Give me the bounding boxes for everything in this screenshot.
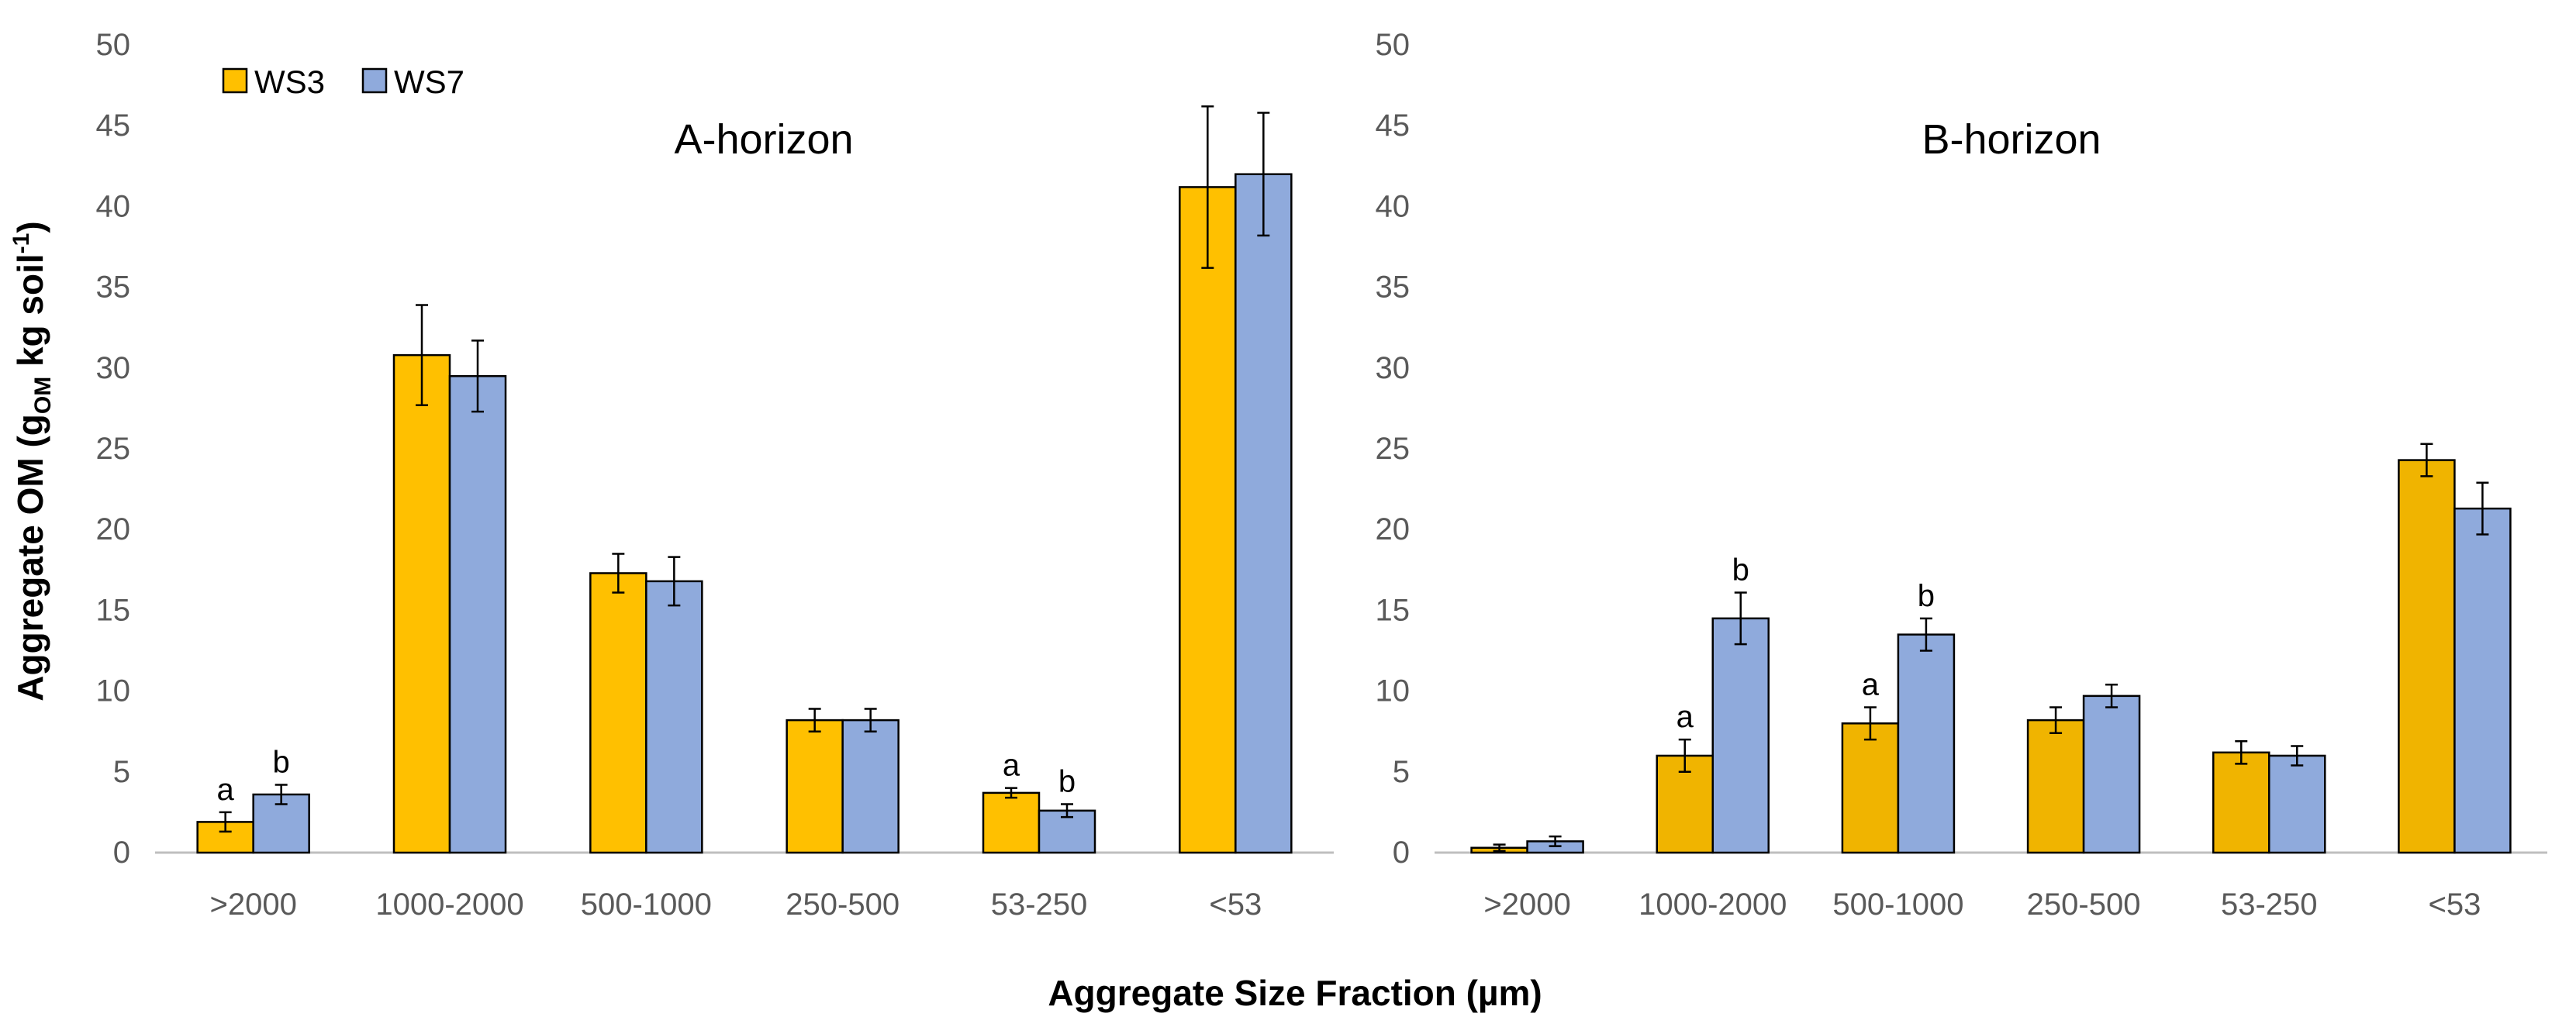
x-tick-label: 500-1000: [1832, 888, 1963, 922]
y-tick-label: 35: [1376, 271, 1411, 305]
bar-ws3: [1179, 186, 1237, 854]
significance-letter: b: [1732, 553, 1749, 587]
y-axis-label: Aggregate OM (gOM kg soil-1): [9, 221, 56, 701]
x-tick-label: 250-500: [786, 888, 900, 922]
y-tick-label: 40: [1376, 189, 1411, 223]
bar-ws3: [2026, 719, 2085, 854]
significance-letter: b: [273, 745, 290, 779]
x-tick-label: 500-1000: [581, 888, 712, 922]
y-tick-label: 40: [96, 189, 131, 223]
y-tick-label: 20: [1376, 512, 1411, 546]
significance-letter: a: [1676, 700, 1694, 734]
y-tick-label: 15: [1376, 593, 1411, 627]
y-axis-label-rest: kg soil: [10, 253, 50, 376]
legend-label-ws3: WS3: [254, 64, 325, 100]
significance-letter: a: [1862, 667, 1880, 701]
legend-swatch-ws7: [361, 67, 388, 94]
legend: WS3 WS7: [222, 64, 464, 100]
bar-ws7: [1234, 173, 1293, 854]
y-axis-label-subscript: OM: [30, 377, 56, 414]
y-tick-label: 0: [113, 836, 130, 870]
y-tick-label: 10: [1376, 674, 1411, 708]
legend-swatch-ws3: [222, 67, 248, 94]
y-axis-label-close: ): [10, 221, 50, 233]
bar-ws3: [1841, 722, 1900, 854]
y-tick-label: 50: [1376, 28, 1411, 62]
x-tick-label: 53-250: [2221, 888, 2318, 922]
legend-label-ws7: WS7: [394, 64, 464, 100]
bar-ws7: [645, 580, 703, 854]
significance-letter: b: [1918, 579, 1935, 613]
bar-ws3: [392, 353, 451, 854]
bar-ws3: [982, 791, 1041, 854]
y-tick-label: 10: [96, 674, 131, 708]
y-tick-label: 15: [96, 593, 131, 627]
bar-ws7: [2082, 695, 2141, 854]
chart-panel-2: 0 5 10 15 20 25 30 35 40 45 50 B-horizon >2000 1000-2…: [1376, 28, 2547, 922]
chart-title: B-horizon: [1922, 116, 2101, 163]
x-tick-label: <53: [1209, 888, 1262, 922]
y-tick-label: 35: [96, 271, 131, 305]
x-axis-label: Aggregate Size Fraction (µm): [1048, 973, 1542, 1013]
x-tick-label: 250-500: [2027, 888, 2141, 922]
y-axis-label-superscript: -1: [9, 233, 34, 254]
x-tick-label: 1000-2000: [375, 888, 523, 922]
y-tick-label: 45: [1376, 109, 1411, 143]
bar-ws7: [2453, 507, 2512, 854]
y-tick-label: 25: [1376, 432, 1411, 466]
bar-ws3: [786, 719, 844, 854]
significance-letter: a: [1003, 749, 1020, 783]
bar-ws7: [448, 374, 507, 854]
x-tick-label: 1000-2000: [1638, 888, 1787, 922]
y-axis-label-main: Aggregate OM (g: [10, 414, 50, 701]
y-tick-label: 30: [1376, 351, 1411, 385]
x-tick-label: <53: [2428, 888, 2481, 922]
y-tick-label: 20: [96, 512, 131, 546]
bar-ws7: [1711, 617, 1770, 854]
chart-panel-1: 0 5 10 15 20 25 30 35 40 45 50 A-horizon >2000 1000-2…: [96, 28, 1334, 922]
significance-letter: a: [217, 773, 235, 807]
bar-ws3: [2398, 459, 2456, 854]
bar-ws3: [2212, 751, 2270, 854]
bar-ws3: [589, 572, 647, 854]
bar-ws7: [841, 719, 900, 854]
significance-letter: b: [1058, 764, 1076, 798]
y-tick-label: 50: [96, 28, 131, 62]
y-tick-label: 5: [113, 755, 130, 789]
x-tick-label: 53-250: [991, 888, 1088, 922]
bar-ws7: [2268, 754, 2326, 854]
y-tick-label: 45: [96, 109, 131, 143]
y-tick-label: 30: [96, 351, 131, 385]
chart-title: A-horizon: [674, 116, 853, 163]
x-tick-label: >2000: [1483, 888, 1570, 922]
bar-ws7: [1897, 633, 1956, 854]
y-tick-label: 25: [96, 432, 131, 466]
y-tick-label: 0: [1393, 836, 1410, 870]
y-tick-label: 5: [1393, 755, 1410, 789]
x-tick-label: >2000: [209, 888, 296, 922]
